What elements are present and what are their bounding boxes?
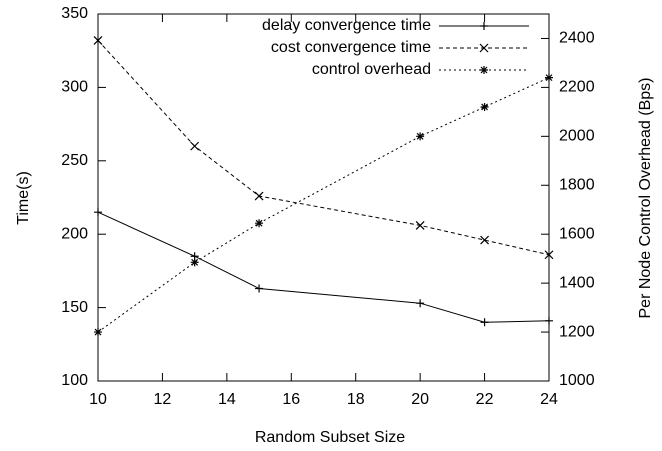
y2-tick-label: 2400 (559, 30, 595, 47)
x-tick-label: 14 (218, 391, 236, 408)
point (416, 299, 425, 308)
y-tick-label: 150 (61, 299, 88, 316)
y2-tick-label: 2000 (559, 128, 595, 145)
x-tick-label: 16 (282, 391, 300, 408)
y2-tick-label: 1400 (559, 274, 595, 291)
x-tick-label: 18 (347, 391, 365, 408)
y-tick-label: 250 (61, 152, 88, 169)
point (545, 73, 553, 82)
point (479, 43, 489, 53)
y-tick-label: 200 (61, 225, 88, 242)
point (544, 250, 554, 260)
x-tick-label: 10 (89, 391, 107, 408)
y2-tick-label: 1800 (559, 176, 595, 193)
y2-tick-label: 1000 (559, 372, 595, 389)
point (545, 316, 553, 325)
y2-tick-label: 1200 (559, 323, 595, 340)
x-tick-label: 12 (154, 391, 172, 408)
y2-tick-label: 1600 (559, 225, 595, 242)
point (480, 22, 488, 30)
series-line (97, 40, 550, 256)
point (190, 141, 200, 151)
point (480, 66, 488, 74)
point (94, 208, 102, 217)
y-tick-label: 350 (61, 5, 88, 22)
y-tick-label: 100 (61, 372, 88, 389)
point (190, 258, 199, 267)
point (93, 35, 103, 45)
legend-label: control overhead (312, 61, 431, 78)
series-line (97, 77, 550, 333)
y-tick-label: 300 (61, 79, 88, 96)
point (480, 318, 489, 327)
point (255, 284, 264, 293)
point (480, 102, 489, 111)
point (416, 132, 425, 141)
point (94, 328, 102, 337)
plot-frame (97, 13, 550, 382)
y2-tick-label: 2200 (559, 79, 595, 96)
x-tick-label: 22 (476, 391, 494, 408)
x-tick-label: 20 (411, 391, 429, 408)
legend-label: cost convergence time (271, 39, 431, 56)
x-axis-label: Random Subset Size (255, 429, 405, 446)
point (255, 219, 264, 228)
x-tick-label: 24 (540, 391, 558, 408)
point (254, 191, 264, 201)
point (480, 235, 489, 245)
y-axis-label: Time(s) (15, 171, 32, 225)
point (415, 220, 425, 230)
legend-label: delay convergence time (262, 17, 431, 34)
y2-axis-label: Per Node Control Overhead (Bps) (637, 78, 654, 319)
series-line (97, 211, 550, 323)
